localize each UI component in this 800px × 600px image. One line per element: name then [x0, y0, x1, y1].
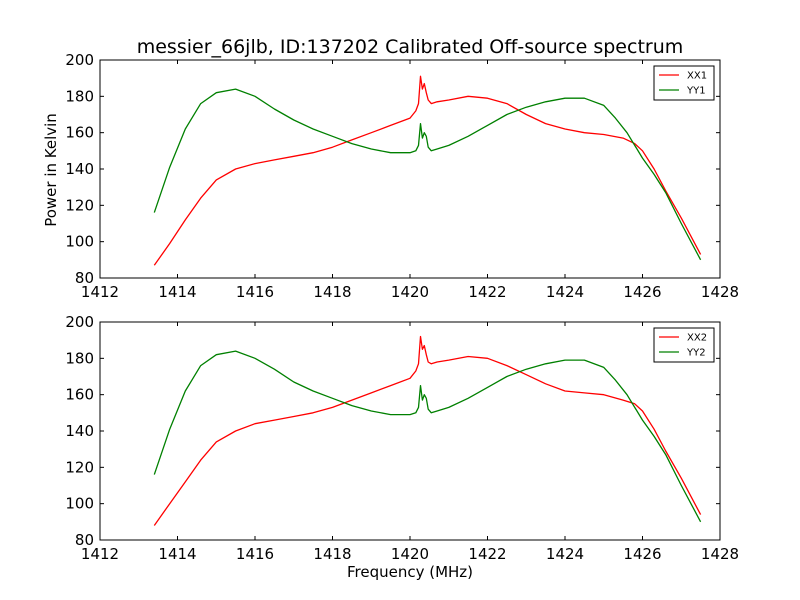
y-tick-label: 180: [65, 87, 94, 105]
legend-label-xx1: XX1: [687, 71, 707, 82]
y-axis-label: Power in Kelvin: [42, 113, 60, 227]
x-tick-label: 1428: [701, 283, 739, 301]
series-line-yy2: [153, 350, 702, 523]
x-tick-label: 1414: [158, 545, 196, 563]
x-tick-label: 1420: [391, 283, 429, 301]
subplot-2: 1412 1414 1416 1418 1420 1422 1424 1426 1428 80 10…: [65, 313, 739, 563]
series-line-xx1: [153, 75, 702, 266]
x-tick-label: 1424: [546, 545, 584, 563]
axes-frame-2: [99, 321, 721, 541]
y-tick-label: 200: [65, 51, 94, 69]
legend-box: [653, 65, 715, 101]
series-line-xx2: [153, 335, 702, 526]
subplot-1: 1412 1414 1416 1418 1420 1422 1424 1426 1428 80 10…: [65, 51, 739, 301]
y-tick-label: 140: [65, 160, 94, 178]
axes-frame-1: [99, 59, 721, 279]
y-tick-label: 140: [65, 422, 94, 440]
y-tick-label: 180: [65, 349, 94, 367]
x-tick-label: 1422: [468, 545, 506, 563]
y-tick-label: 160: [65, 386, 94, 404]
x-tick-label: 1428: [701, 545, 739, 563]
x-tick-label: 1414: [158, 283, 196, 301]
x-tick-label: 1426: [623, 545, 661, 563]
x-axis-label: Frequency (MHz): [347, 563, 473, 581]
y-tick-label: 160: [65, 124, 94, 142]
x-tick-label: 1418: [313, 545, 351, 563]
y-tick-label: 200: [65, 313, 94, 331]
x-tick-label: 1418: [313, 283, 351, 301]
legend-label-yy2: YY2: [686, 348, 706, 359]
x-tick-label: 1416: [236, 283, 274, 301]
x-tick-label: 1412: [81, 545, 119, 563]
x-tick-label: 1424: [546, 283, 584, 301]
legend-label-xx2: XX2: [687, 333, 707, 344]
legend-label-yy1: YY1: [686, 86, 706, 97]
series-line-yy1: [153, 88, 702, 261]
y-tick-label: 100: [65, 233, 94, 251]
x-tick-label: 1420: [391, 545, 429, 563]
x-tick-label: 1416: [236, 545, 274, 563]
y-tick-label: 80: [75, 269, 94, 287]
charts: 1412 1414 1416 1418 1420 1422 1424 1426 1428 80 10…: [65, 51, 739, 563]
x-tick-label: 1412: [81, 283, 119, 301]
y-tick-label: 100: [65, 495, 94, 513]
y-tick-label: 120: [65, 196, 94, 214]
y-tick-label: 120: [65, 458, 94, 476]
y-tick-label: 80: [75, 531, 94, 549]
legend-box: [653, 327, 715, 363]
x-tick-label: 1422: [468, 283, 506, 301]
figure-title: messier_66jlb, ID:137202 Calibrated Off-…: [137, 36, 684, 58]
x-tick-label: 1426: [623, 283, 661, 301]
